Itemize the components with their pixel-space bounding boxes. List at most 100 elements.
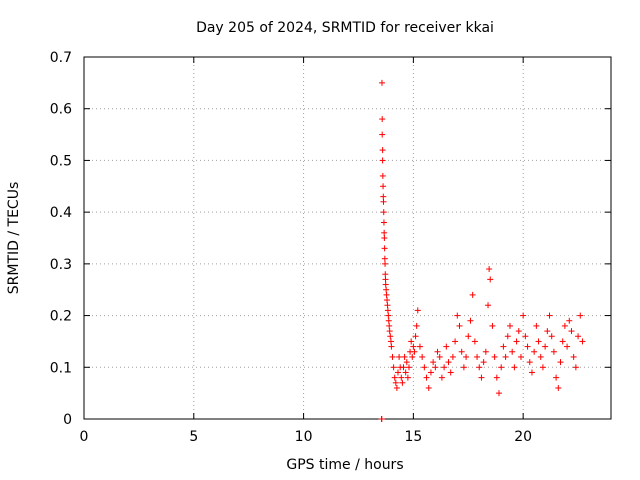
- data-point: [401, 353, 408, 360]
- data-point: [524, 343, 531, 350]
- data-point: [566, 317, 573, 324]
- chart-title: Day 205 of 2024, SRMTID for receiver kka…: [196, 20, 494, 36]
- data-point: [385, 317, 392, 324]
- data-point: [559, 338, 566, 345]
- data-point: [575, 333, 582, 340]
- y-tick-label: 0.5: [50, 153, 72, 169]
- data-point: [408, 338, 415, 345]
- data-point: [381, 255, 388, 262]
- data-point: [409, 353, 416, 360]
- data-point: [515, 328, 522, 335]
- data-point: [403, 359, 410, 366]
- data-point: [380, 219, 387, 226]
- x-tick-label: 15: [404, 429, 422, 445]
- data-point: [383, 286, 390, 293]
- data-point: [381, 245, 388, 252]
- data-point: [474, 353, 481, 360]
- data-point: [539, 364, 546, 371]
- data-point: [485, 302, 492, 309]
- y-tick-label: 0.7: [50, 50, 72, 66]
- data-point: [447, 369, 454, 376]
- x-tick-labels: 0 5 10 15 20: [80, 429, 533, 445]
- data-point: [427, 369, 434, 376]
- data-point: [384, 307, 391, 314]
- data-point: [382, 271, 389, 278]
- y-tick-label: 0.1: [50, 360, 72, 376]
- data-point: [445, 359, 452, 366]
- y-tick-label: 0.6: [50, 102, 72, 118]
- data-point: [452, 338, 459, 345]
- data-point: [381, 235, 388, 241]
- data-point: [456, 322, 463, 329]
- data-point: [498, 364, 505, 371]
- data-point: [379, 147, 386, 154]
- data-point: [412, 333, 419, 340]
- data-point: [434, 348, 441, 355]
- data-point: [392, 379, 399, 386]
- data-point: [568, 328, 575, 335]
- data-point: [557, 359, 564, 366]
- data-point: [572, 364, 579, 371]
- data-point: [542, 343, 549, 350]
- data-point: [550, 348, 557, 355]
- data-point: [411, 348, 418, 355]
- data-point: [443, 343, 450, 350]
- data-point: [471, 338, 478, 345]
- x-tick-label: 10: [295, 429, 313, 445]
- data-point: [398, 374, 405, 381]
- data-point: [526, 359, 533, 366]
- data-point: [404, 374, 411, 381]
- data-point: [416, 343, 423, 350]
- data-point: [528, 369, 535, 376]
- data-point: [395, 369, 402, 376]
- data-point: [387, 338, 394, 345]
- data-point: [383, 291, 390, 298]
- data-point: [380, 198, 387, 205]
- data-point: [509, 348, 516, 355]
- data-points: [378, 79, 586, 422]
- y-tick-label: 0.2: [50, 309, 72, 325]
- data-point: [577, 312, 584, 319]
- data-point: [391, 374, 398, 381]
- data-point: [555, 384, 562, 391]
- data-point: [378, 79, 385, 86]
- data-point: [469, 291, 476, 298]
- y-tick-labels: 0 0.1 0.2 0.3 0.4 0.5 0.6 0.7: [50, 50, 72, 428]
- data-point: [454, 312, 461, 319]
- data-point: [413, 322, 420, 329]
- data-point: [449, 353, 456, 360]
- axis-ticks: [83, 56, 611, 420]
- y-tick-label: 0.3: [50, 257, 72, 273]
- data-point: [405, 364, 412, 371]
- data-point: [430, 359, 437, 366]
- data-point: [380, 183, 387, 190]
- y-tick-label: 0.4: [50, 205, 72, 221]
- data-point: [393, 384, 400, 391]
- data-point: [546, 312, 553, 319]
- data-point: [441, 364, 448, 371]
- data-point: [384, 302, 391, 309]
- data-point: [537, 353, 544, 360]
- data-point: [500, 343, 507, 350]
- data-point: [517, 353, 524, 360]
- data-point: [491, 353, 498, 360]
- data-point: [386, 328, 393, 335]
- x-tick-label: 0: [80, 429, 89, 445]
- data-point: [396, 353, 403, 360]
- data-point: [522, 333, 529, 340]
- data-point: [382, 260, 389, 267]
- data-point: [463, 353, 470, 360]
- data-point: [378, 416, 385, 422]
- data-point: [531, 348, 538, 355]
- grid-lines: [84, 57, 611, 419]
- x-tick-label: 5: [189, 429, 198, 445]
- data-point: [496, 390, 503, 397]
- data-point: [506, 322, 513, 329]
- data-point: [423, 374, 430, 381]
- x-axis-title: GPS time / hours: [286, 457, 403, 473]
- data-point: [482, 348, 489, 355]
- data-point: [438, 374, 445, 381]
- data-point: [387, 333, 394, 340]
- data-point: [388, 343, 395, 350]
- data-point: [548, 333, 555, 340]
